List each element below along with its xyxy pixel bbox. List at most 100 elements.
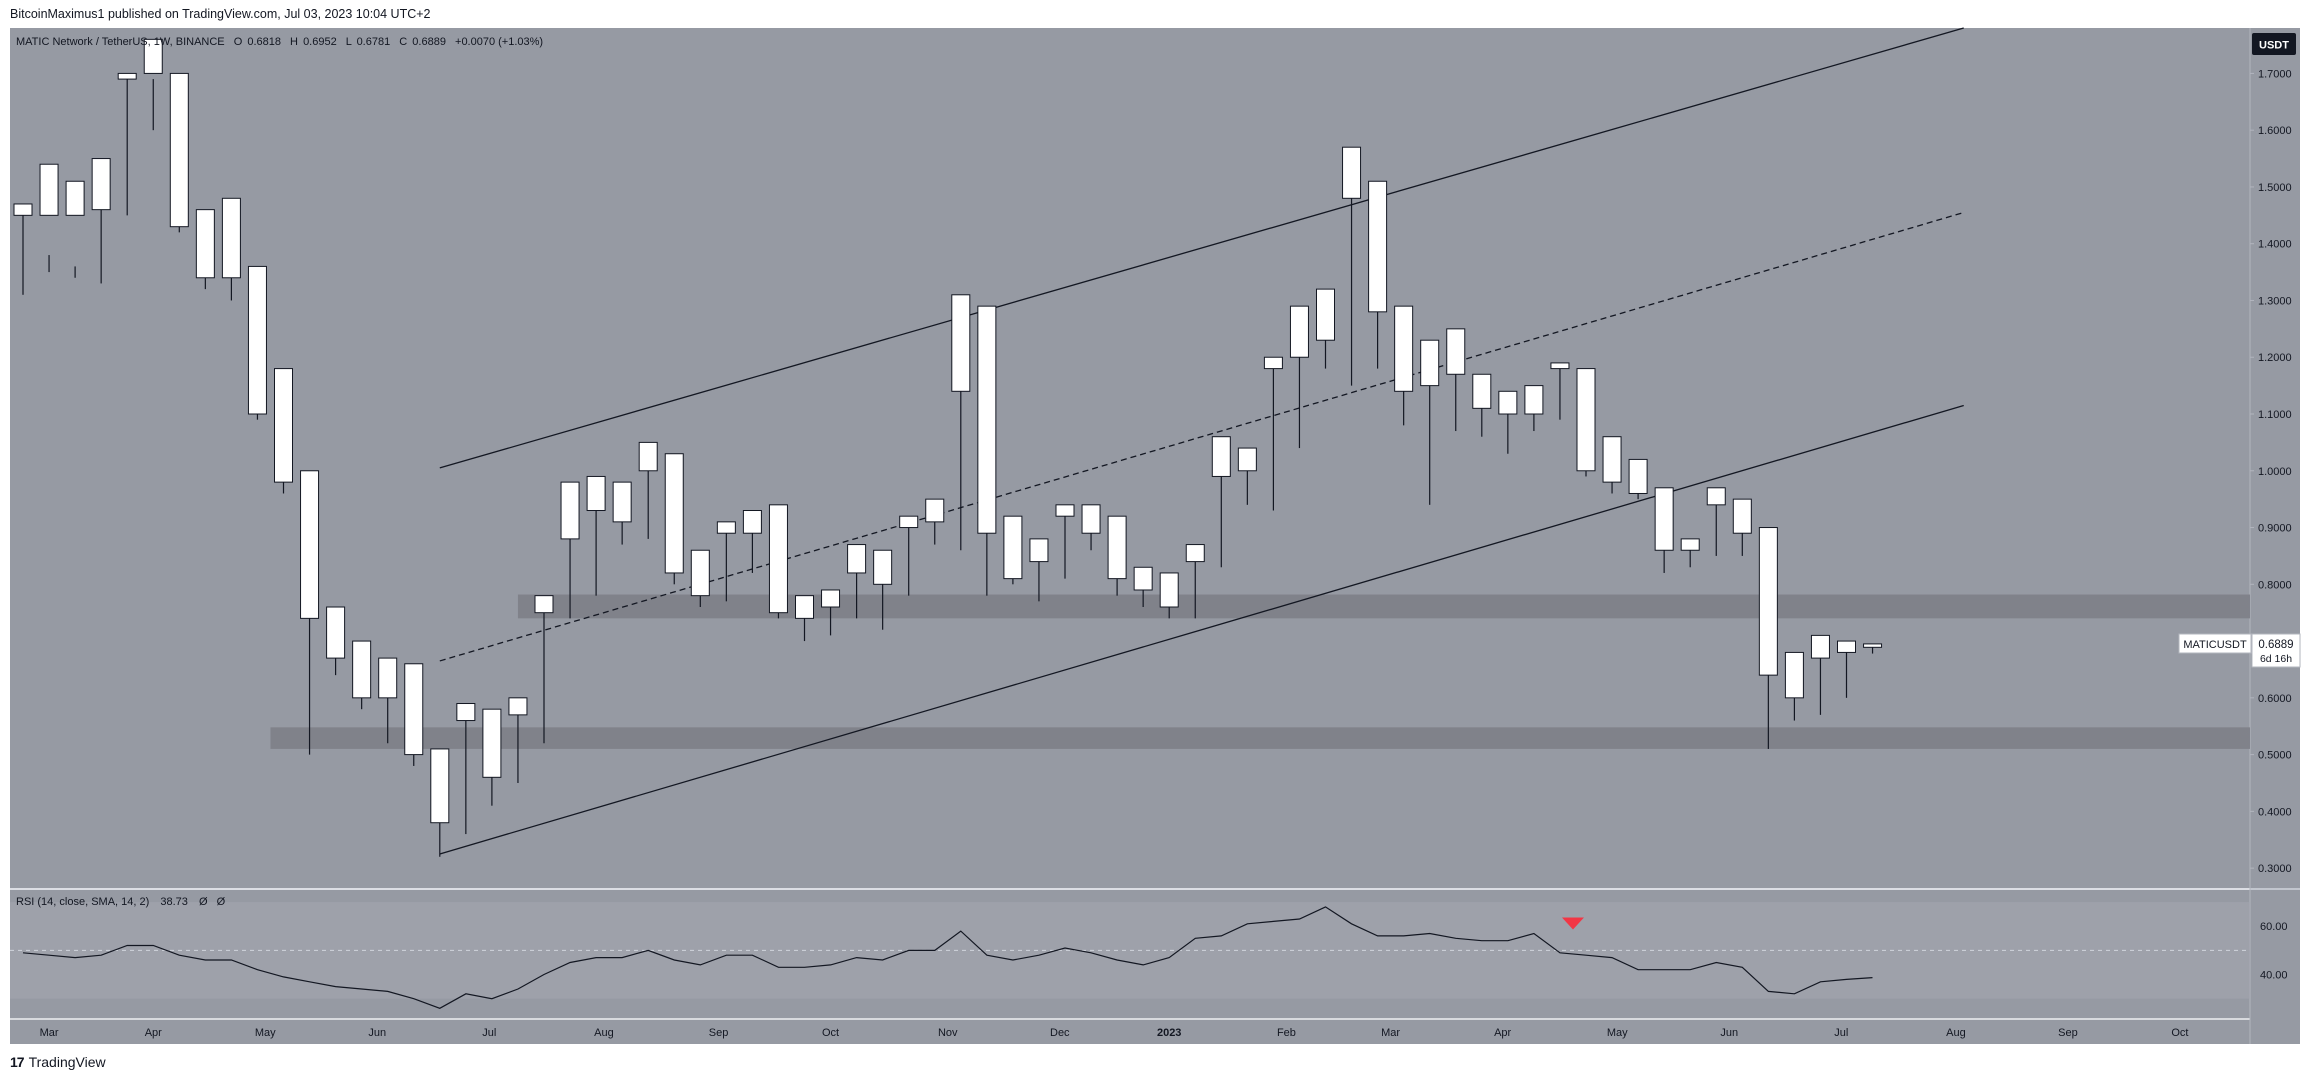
candle <box>1706 487 1726 556</box>
time-tick-label: Sep <box>709 1027 729 1039</box>
time-tick-label: Feb <box>1277 1027 1296 1039</box>
price-tick-label: 0.8000 <box>2258 579 2292 591</box>
candle-body-bull <box>925 498 945 523</box>
candle-body-bull <box>1159 572 1179 608</box>
legend-o-label: O <box>234 36 243 48</box>
candle <box>586 475 606 596</box>
candle-body-bull <box>1211 436 1231 477</box>
candle <box>1654 487 1674 573</box>
candle <box>1055 504 1075 579</box>
candle-body-bull <box>1055 504 1075 517</box>
price-tick-label: 1.4000 <box>2258 239 2292 251</box>
price-tick-label: 0.4000 <box>2258 806 2292 818</box>
rsi-value: 38.73 <box>160 896 188 908</box>
candle-body-bull <box>169 72 189 228</box>
time-tick-label: Aug <box>594 1027 614 1039</box>
candle-body-bull <box>1394 305 1414 392</box>
time-tick-label: 2023 <box>1157 1027 1181 1039</box>
tradingview-logo[interactable]: 17 TradingView <box>10 1052 106 1072</box>
price-tick-label: 1.3000 <box>2258 295 2292 307</box>
candle-body-bull <box>1498 390 1518 415</box>
time-tick-label: Aug <box>1946 1027 1966 1039</box>
candle <box>1263 356 1283 511</box>
currency-badge[interactable]: USDT <box>2252 33 2296 55</box>
time-tick-label: Apr <box>1494 1027 1511 1039</box>
candle <box>1446 328 1466 432</box>
candle <box>560 481 580 619</box>
candle-body-bull <box>1654 487 1674 551</box>
candle <box>742 510 762 573</box>
rsi-extra-2: Ø <box>217 896 226 908</box>
candle <box>690 549 710 608</box>
rsi-extra-1: Ø <box>199 896 208 908</box>
candle <box>195 209 215 290</box>
price-tick-label: 1.2000 <box>2258 352 2292 364</box>
candle <box>925 498 945 545</box>
rsi-label: RSI (14, close, SMA, 14, 2) <box>16 896 149 908</box>
candle <box>716 521 736 602</box>
candle-body-bull <box>1732 498 1752 534</box>
candle <box>612 481 632 545</box>
candle <box>65 180 85 278</box>
candle-body-bull <box>690 549 710 597</box>
candle-body-bull <box>1758 527 1778 676</box>
time-tick-label: Sep <box>2058 1027 2078 1039</box>
candle <box>1394 305 1414 426</box>
candle-body-bull <box>873 549 893 585</box>
candle <box>1472 373 1492 437</box>
candle <box>1211 436 1231 568</box>
candle-body-bull <box>977 305 997 534</box>
time-tick-label: Dec <box>1050 1027 1070 1039</box>
candle <box>1758 527 1778 749</box>
candle <box>404 663 424 766</box>
rsi-legend: RSI (14, close, SMA, 14, 2) 38.73 Ø Ø <box>16 896 226 908</box>
time-tick-label: Oct <box>2171 1027 2188 1039</box>
candle-body-bull <box>117 72 137 80</box>
svg-text:MATIC Network / TetherUS, 1W,: MATIC Network / TetherUS, 1W, BINANCE O … <box>16 36 543 48</box>
candle <box>1524 385 1544 432</box>
price-tick-label: 1.6000 <box>2258 125 2292 137</box>
candle-body-bull <box>13 203 33 216</box>
candle-body-bull <box>560 481 580 540</box>
candle-body-bull <box>1107 515 1127 580</box>
candle <box>1680 538 1700 568</box>
candle-body-bull <box>1863 643 1883 648</box>
price-tick-label: 0.5000 <box>2258 750 2292 762</box>
candle <box>899 515 919 596</box>
rsi-layer <box>10 902 2250 1009</box>
candle <box>1602 436 1622 494</box>
candle-body-bull <box>1576 368 1596 472</box>
candle-body-bull <box>1368 180 1388 313</box>
rsi-tick-label: 40.00 <box>2260 970 2288 982</box>
support-zone-1 <box>517 594 2251 619</box>
candle-body-bull <box>1263 356 1283 370</box>
price-tick-label: 1.7000 <box>2258 68 2292 80</box>
candle <box>274 368 293 494</box>
candle-body-bull <box>274 368 293 483</box>
candle <box>638 441 658 539</box>
candle-body-bull <box>482 708 502 778</box>
time-axis-background <box>10 1020 2250 1044</box>
candle <box>117 72 137 216</box>
candle <box>1837 640 1856 698</box>
candles-layer <box>13 38 1883 857</box>
candle-body-bull <box>378 657 398 699</box>
candle <box>352 640 372 710</box>
footer-brand: TradingView <box>28 1054 106 1070</box>
candle-body-bull <box>1837 640 1856 653</box>
candle-body-bull <box>1420 339 1440 387</box>
price-tag-price: 0.6889 <box>2258 639 2293 651</box>
candle-body-bull <box>899 515 919 529</box>
channel-lower-line <box>439 404 1964 855</box>
legend-l-value: 0.6781 <box>357 36 391 48</box>
legend-o-value: 0.6818 <box>247 36 281 48</box>
candle-body-bull <box>821 589 841 608</box>
candle-body-bull <box>1706 487 1726 506</box>
candle-body-bull <box>1316 288 1335 341</box>
legend-h-value: 0.6952 <box>303 36 337 48</box>
candle-body-bull <box>638 441 658 472</box>
rsi-bearish-marker <box>1561 917 1584 930</box>
candle-body-bull <box>847 544 867 574</box>
candle-body-bull <box>951 294 971 392</box>
